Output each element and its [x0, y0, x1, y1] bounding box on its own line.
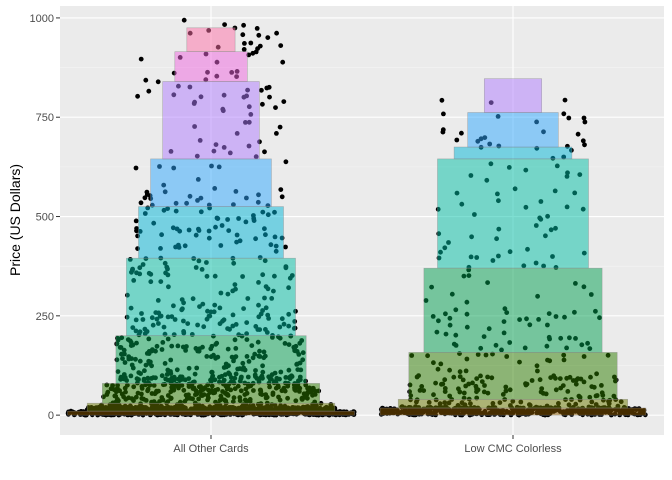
data-point — [561, 111, 567, 117]
price-band — [115, 335, 307, 384]
data-point — [281, 99, 287, 104]
data-point — [278, 187, 284, 193]
data-point — [459, 130, 464, 136]
price-band — [379, 407, 647, 416]
data-point — [222, 22, 228, 27]
price-bands — [67, 27, 647, 416]
price-band — [453, 146, 573, 160]
data-point — [280, 59, 286, 65]
data-point — [581, 115, 587, 121]
data-point — [440, 127, 446, 133]
price-band — [423, 267, 603, 353]
data-point — [135, 93, 141, 99]
data-point — [155, 79, 161, 85]
data-point — [262, 149, 267, 155]
y-tick-label: 750 — [36, 112, 54, 124]
price-band — [67, 410, 355, 416]
data-point — [134, 228, 139, 234]
data-point — [582, 142, 587, 148]
data-point — [575, 131, 581, 137]
data-point — [277, 124, 283, 130]
data-point — [264, 85, 270, 91]
data-point — [283, 159, 289, 165]
x-tick-label: Low CMC Colorless — [464, 443, 562, 455]
data-point — [241, 47, 247, 52]
price-band — [186, 27, 236, 52]
data-point — [260, 101, 265, 107]
data-point — [283, 244, 288, 250]
data-point — [439, 97, 445, 103]
data-point — [278, 43, 284, 48]
data-point — [181, 17, 187, 23]
price-band — [483, 78, 542, 113]
axes: 0 250 500 750 1000 All Other Cards Low CMC Col… — [30, 13, 563, 455]
price-band — [408, 352, 618, 400]
y-axis-title: Price (US Dollars) — [7, 164, 23, 276]
data-point — [240, 32, 246, 38]
data-point — [566, 115, 572, 121]
price-band — [102, 383, 320, 404]
data-point — [241, 22, 247, 28]
price-band — [162, 81, 260, 160]
data-point — [138, 200, 144, 206]
data-point — [142, 195, 148, 201]
data-point — [138, 56, 144, 62]
price-band — [150, 158, 272, 207]
y-tick-label: 500 — [36, 212, 54, 224]
data-point — [259, 87, 264, 93]
data-point — [146, 88, 152, 94]
data-point — [133, 218, 139, 224]
data-point — [143, 77, 149, 83]
y-tick-label: 250 — [36, 311, 54, 323]
x-tick-label: All Other Cards — [173, 443, 249, 455]
data-point — [454, 137, 460, 143]
data-point — [441, 111, 446, 117]
data-point — [582, 119, 588, 125]
data-point — [265, 35, 271, 40]
data-point — [580, 138, 586, 144]
data-point — [279, 194, 285, 200]
data-point — [562, 97, 568, 103]
y-tick-label: 0 — [48, 410, 54, 422]
data-point — [133, 165, 139, 171]
data-point — [274, 131, 279, 136]
y-tick-label: 1000 — [30, 13, 54, 25]
price-band — [138, 206, 284, 259]
data-point — [248, 40, 254, 46]
data-point — [144, 189, 150, 195]
data-point — [256, 32, 262, 38]
data-point — [273, 105, 278, 110]
data-point — [250, 50, 256, 56]
price-band — [126, 257, 296, 337]
price-band — [437, 158, 589, 269]
data-point — [242, 41, 247, 46]
price-band — [86, 402, 336, 412]
price-band — [174, 51, 248, 82]
price-band — [397, 398, 629, 409]
data-point — [274, 30, 279, 36]
data-point — [254, 26, 260, 31]
data-point — [267, 94, 272, 100]
price-band — [467, 112, 559, 148]
data-point — [257, 43, 263, 49]
